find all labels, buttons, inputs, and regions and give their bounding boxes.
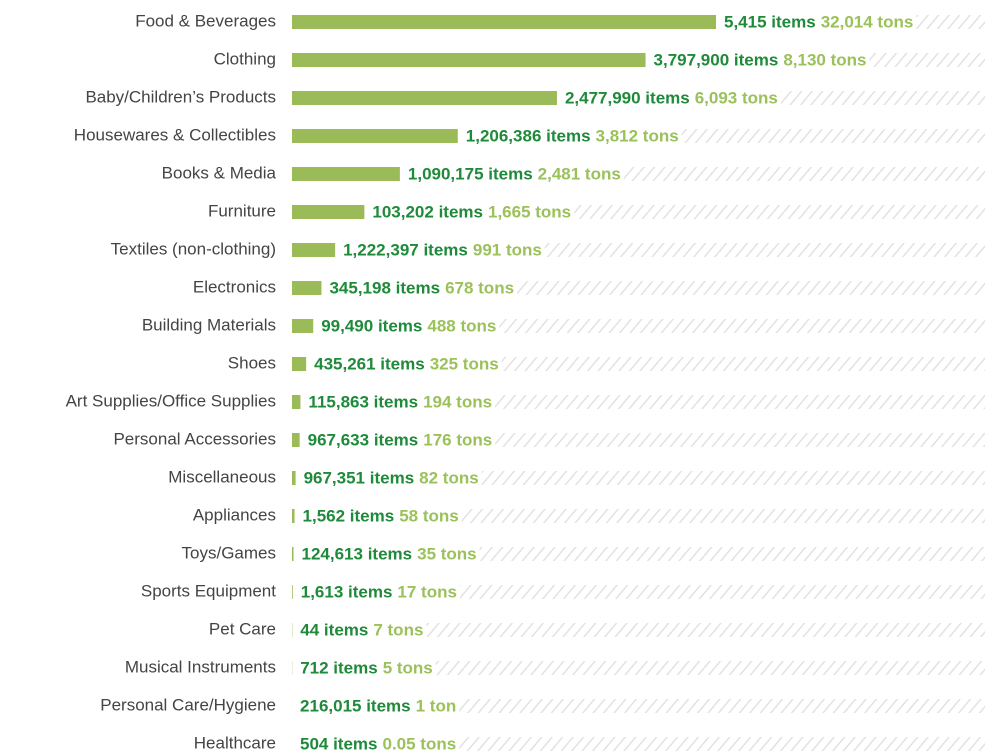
bar [292, 205, 365, 219]
bar-background [459, 699, 986, 713]
category-label: Personal Care/Hygiene [100, 695, 276, 714]
category-label: Appliances [193, 505, 276, 524]
bar-background [459, 737, 985, 751]
bar [292, 547, 294, 561]
value-label: 176 tons [423, 430, 492, 449]
bar [292, 471, 296, 485]
bar-background [461, 509, 986, 523]
bar [292, 433, 300, 447]
value-label: 991 tons [473, 240, 542, 259]
bar [292, 395, 301, 409]
value-label: 5 tons [383, 658, 433, 677]
category-label: Furniture [208, 201, 276, 220]
bar [292, 167, 400, 181]
item-label: 103,202 items [372, 202, 483, 221]
bar [292, 243, 336, 257]
category-label: Textiles (non-clothing) [111, 239, 276, 258]
bar [292, 585, 293, 599]
value-label: 0.05 tons [383, 734, 457, 753]
item-label: 115,863 items [308, 392, 418, 411]
bar-background [574, 205, 985, 219]
bar [292, 509, 295, 523]
bar-background [426, 623, 985, 637]
item-label: 435,261 items [314, 354, 425, 373]
category-label: Building Materials [142, 315, 276, 334]
category-label: Musical Instruments [125, 657, 276, 676]
value-label: 8,130 tons [783, 50, 866, 69]
item-label: 1,206,386 items [466, 126, 591, 145]
item-label: 1,222,397 items [343, 240, 468, 259]
category-label: Personal Accessories [113, 429, 276, 448]
value-label: 6,093 tons [695, 88, 778, 107]
category-label: Food & Beverages [135, 11, 276, 30]
bar-background [481, 471, 985, 485]
bar [292, 357, 307, 371]
item-label: 44 items [300, 620, 368, 639]
bar-background [459, 585, 986, 599]
item-label: 345,198 items [329, 278, 440, 297]
category-label: Clothing [214, 49, 276, 68]
category-label: Toys/Games [182, 543, 276, 562]
item-label: 2,477,990 items [565, 88, 690, 107]
item-label: 504 items [300, 734, 378, 753]
bar-background [517, 281, 985, 295]
value-label: 325 tons [430, 354, 499, 373]
bar-background [435, 661, 986, 675]
value-label: 488 tons [427, 316, 496, 335]
value-label: 3,812 tons [596, 126, 679, 145]
bar-background [544, 243, 985, 257]
item-label: 712 items [300, 658, 378, 677]
value-label: 82 tons [419, 468, 479, 487]
bar-background [479, 547, 985, 561]
item-label: 1,562 items [303, 506, 395, 525]
bar [292, 129, 458, 143]
item-label: 216,015 items [300, 696, 411, 715]
item-label: 1,090,175 items [408, 164, 533, 183]
bar [292, 53, 646, 67]
item-label: 99,490 items [321, 316, 422, 335]
bar-background [501, 357, 985, 371]
category-label: Healthcare [194, 733, 276, 752]
bar-background [623, 167, 985, 181]
item-label: 5,415 items [724, 12, 816, 31]
bar-background [495, 433, 985, 447]
value-label: 1,665 tons [488, 202, 571, 221]
category-label: Books & Media [162, 163, 277, 182]
bar [292, 15, 716, 29]
value-label: 1 ton [416, 696, 457, 715]
category-label: Art Supplies/Office Supplies [66, 391, 276, 410]
value-label: 678 tons [445, 278, 514, 297]
bar-background [869, 53, 985, 67]
category-label: Electronics [193, 277, 276, 296]
category-label: Sports Equipment [141, 581, 276, 600]
item-label: 967,351 items [304, 468, 415, 487]
item-label: 124,613 items [302, 544, 413, 563]
value-label: 2,481 tons [538, 164, 621, 183]
bar [292, 319, 314, 333]
item-label: 3,797,900 items [654, 50, 779, 69]
item-label: 1,613 items [301, 582, 393, 601]
bar-background [495, 395, 985, 409]
bar [292, 91, 557, 105]
bar [292, 281, 322, 295]
value-label: 32,014 tons [821, 12, 914, 31]
value-label: 17 tons [397, 582, 457, 601]
category-label: Baby/Children’s Products [85, 87, 276, 106]
value-label: 7 tons [373, 620, 423, 639]
category-label: Pet Care [209, 619, 276, 638]
value-label: 194 tons [423, 392, 492, 411]
item-label: 967,633 items [308, 430, 419, 449]
bar-background [916, 15, 985, 29]
bar-background [681, 129, 985, 143]
category-label: Shoes [228, 353, 276, 372]
value-label: 35 tons [417, 544, 477, 563]
category-label: Housewares & Collectibles [74, 125, 276, 144]
bar-background [780, 91, 985, 105]
bar-background [499, 319, 985, 333]
category-label: Miscellaneous [168, 467, 276, 486]
value-label: 58 tons [399, 506, 459, 525]
